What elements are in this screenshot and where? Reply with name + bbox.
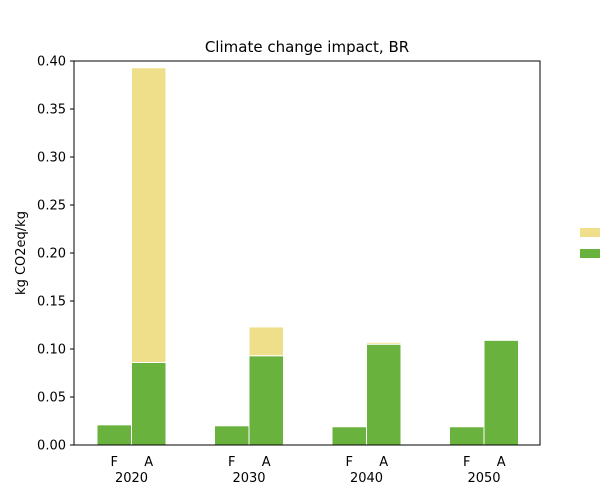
- bar-segment: [483, 339, 519, 446]
- y-tick-label: 0.35: [37, 103, 66, 118]
- y-axis: 0.00 0.05 0.10 0.15 0.20 0.25 0.30 0.35 0.40: [37, 55, 74, 454]
- bar-segment: [248, 326, 284, 357]
- bar-segment: [331, 426, 367, 446]
- x-subcategory-label: A: [144, 455, 153, 470]
- legend-swatch: [580, 249, 600, 258]
- x-group-label: 2040: [350, 471, 383, 486]
- bar-segment: [131, 67, 167, 363]
- y-tick-label: 0.15: [37, 295, 66, 310]
- y-tick-label: 0.25: [37, 199, 66, 214]
- x-subcategory-label: A: [497, 455, 506, 470]
- x-group-label: 2020: [115, 471, 148, 486]
- y-tick-label: 0.05: [37, 391, 66, 406]
- bar-segment: [449, 426, 485, 446]
- bar-segment: [248, 355, 284, 446]
- legend: [580, 228, 600, 258]
- bar-segment: [131, 361, 167, 446]
- y-tick-label: 0.10: [37, 343, 66, 358]
- x-subcategory-label: F: [346, 455, 353, 470]
- legend-swatch: [580, 228, 600, 237]
- x-group-label: 2030: [232, 471, 265, 486]
- x-subcategory-label: F: [111, 455, 118, 470]
- x-subcategory-label: F: [228, 455, 235, 470]
- x-subcategory-label: A: [379, 455, 388, 470]
- y-tick-label: 0.30: [37, 151, 66, 166]
- y-axis-label: kg CO2eq/kg: [14, 211, 29, 295]
- y-tick-label: 0.40: [37, 55, 66, 70]
- y-tick-label: 0.20: [37, 247, 66, 262]
- bar-segment: [366, 343, 402, 446]
- chart-title: Climate change impact, BR: [205, 38, 409, 56]
- x-group-label: 2050: [467, 471, 500, 486]
- bar-segment: [214, 425, 250, 446]
- x-subcategory-label: A: [262, 455, 271, 470]
- bar-segment: [96, 424, 132, 446]
- bar-segment: [366, 341, 402, 345]
- x-subcategory-label: F: [463, 455, 470, 470]
- bars-layer: [96, 67, 519, 446]
- y-tick-label: 0.00: [37, 439, 66, 454]
